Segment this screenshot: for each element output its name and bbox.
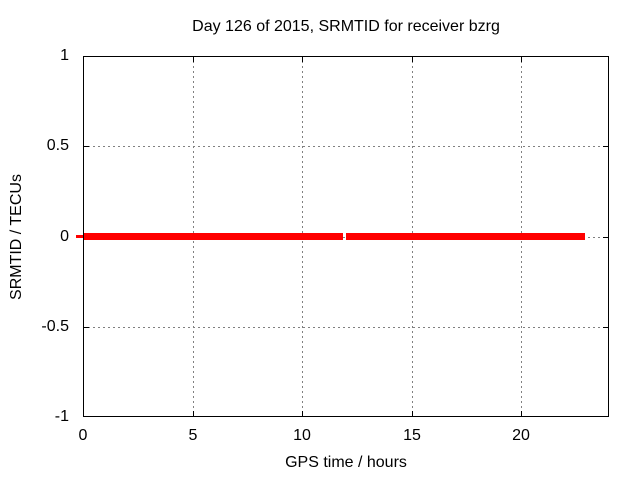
tick-right-0.5 [603,146,609,147]
series-segment [84,233,344,240]
tick-top-10 [302,56,303,62]
x-tick-label-20: 20 [512,427,530,444]
plot-border-top [83,56,609,57]
plot-border-right [608,56,609,417]
y-tick-label-0.5: 0.5 [46,137,69,154]
tick-top-20 [521,56,522,62]
plot-border-bottom [83,416,609,417]
x-tick-label-0: 0 [78,427,88,444]
y-tick-label--1: -1 [54,408,69,425]
y-tick-label-0: 0 [60,228,69,245]
tick-right--0.5 [603,327,609,328]
plot-area [76,56,609,417]
tick-bottom-10 [302,411,303,417]
y-tick-label-1: 1 [60,47,69,64]
gridline-y-0.5 [83,146,609,147]
series-segment [346,233,585,240]
tick-right-0 [603,237,609,238]
tick-bottom-20 [521,411,522,417]
plot-border-left [83,56,84,417]
tick-top-15 [412,56,413,62]
x-tick-label-5: 5 [188,427,198,444]
tick-left-0.5 [83,146,89,147]
x-tick-label-15: 15 [403,427,421,444]
chart-title: Day 126 of 2015, SRMTID for receiver bzr… [192,18,500,35]
series-segment [76,235,83,238]
x-axis-label: GPS time / hours [285,454,407,471]
tick-left--0.5 [83,327,89,328]
tick-top-5 [193,56,194,62]
tick-bottom-15 [412,411,413,417]
tick-bottom-5 [193,411,194,417]
gridline-y--0.5 [83,327,609,328]
y-tick-label--0.5: -0.5 [41,318,69,335]
x-tick-label-10: 10 [293,427,311,444]
